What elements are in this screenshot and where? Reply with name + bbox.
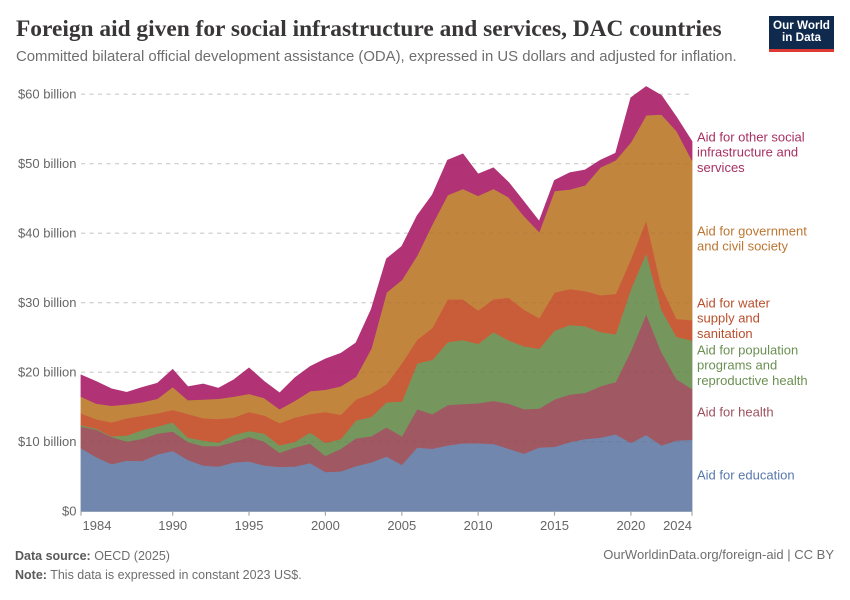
svg-text:1984: 1984 (83, 518, 112, 533)
svg-text:2015: 2015 (540, 518, 569, 533)
svg-text:programs and: programs and (697, 358, 777, 373)
svg-text:$10 billion: $10 billion (18, 434, 77, 449)
svg-text:Aid for other social: Aid for other social (697, 130, 805, 145)
svg-text:Aid for water: Aid for water (697, 296, 771, 311)
svg-text:and civil society: and civil society (697, 239, 789, 254)
svg-text:$0: $0 (62, 504, 76, 519)
svg-text:Aid for education: Aid for education (697, 468, 795, 483)
svg-text:$20 billion: $20 billion (18, 365, 77, 380)
svg-text:Aid for health: Aid for health (697, 405, 774, 420)
svg-text:2024: 2024 (663, 518, 692, 533)
svg-text:2010: 2010 (464, 518, 493, 533)
svg-text:Aid for government: Aid for government (697, 224, 807, 239)
svg-text:$40 billion: $40 billion (18, 226, 77, 241)
svg-text:supply and: supply and (697, 311, 760, 326)
svg-text:infrastructure and: infrastructure and (697, 145, 798, 160)
svg-text:2020: 2020 (616, 518, 645, 533)
svg-text:Aid for population: Aid for population (697, 343, 798, 358)
svg-text:reproductive health: reproductive health (697, 373, 808, 388)
svg-text:services: services (697, 160, 745, 175)
svg-text:$60 billion: $60 billion (18, 87, 77, 102)
svg-text:2005: 2005 (387, 518, 416, 533)
svg-text:1990: 1990 (158, 518, 187, 533)
svg-text:sanitation: sanitation (697, 326, 753, 341)
svg-text:1995: 1995 (235, 518, 264, 533)
svg-text:$50 billion: $50 billion (18, 156, 77, 171)
svg-text:$30 billion: $30 billion (18, 295, 77, 310)
svg-text:2000: 2000 (311, 518, 340, 533)
